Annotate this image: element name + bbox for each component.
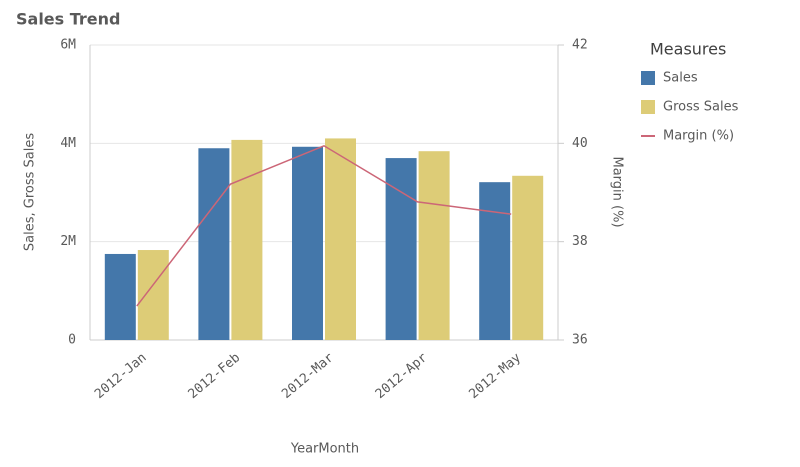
y2-axis-title: Margin (%) <box>610 156 625 227</box>
bar <box>385 158 417 340</box>
y-tick-label: 6M <box>60 38 76 53</box>
y-tick-label: 4M <box>60 136 76 151</box>
y2-tick-label: 40 <box>572 136 588 151</box>
chart-title: Sales Trend <box>16 10 121 29</box>
legend-title: Measures <box>650 40 726 59</box>
y2-tick-label: 36 <box>572 333 588 348</box>
x-tick-label: 2012-Mar <box>279 350 337 402</box>
bar <box>325 138 356 340</box>
x-tick-label: 2012-May <box>466 350 524 402</box>
y2-tick-label: 38 <box>572 234 588 249</box>
legend-label: Gross Sales <box>663 100 739 115</box>
legend-label: Margin (%) <box>663 129 734 144</box>
bar <box>198 148 230 340</box>
bar <box>479 182 511 340</box>
x-tick-label: 2012-Feb <box>186 350 244 402</box>
legend-label: Sales <box>663 71 698 86</box>
legend-swatch <box>641 71 655 85</box>
legend-swatch <box>641 100 655 114</box>
bar <box>292 146 323 340</box>
x-axis-title: YearMonth <box>290 442 359 457</box>
x-tick-label: 2012-Apr <box>373 350 431 402</box>
bar <box>137 250 169 340</box>
y-axis-title: Sales, Gross Sales <box>23 133 38 251</box>
y-tick-label: 2M <box>60 234 76 249</box>
bar <box>231 139 263 340</box>
bar <box>104 253 136 340</box>
y-tick-label: 0 <box>68 333 76 348</box>
bar <box>512 175 544 340</box>
y2-tick-label: 42 <box>572 38 588 53</box>
line <box>136 144 512 307</box>
bar <box>418 151 450 340</box>
x-tick-label: 2012-Jan <box>92 350 150 402</box>
